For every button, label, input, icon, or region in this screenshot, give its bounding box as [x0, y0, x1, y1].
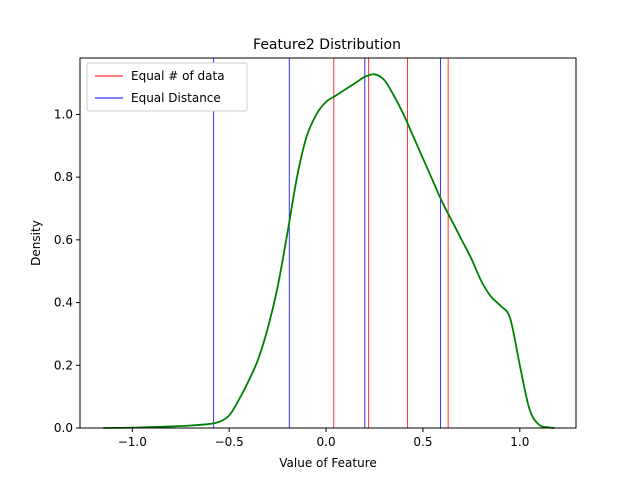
x-tick-label: −0.5 — [215, 435, 244, 449]
y-tick-label: 0.8 — [54, 170, 73, 184]
density-curve-layer — [103, 73, 555, 429]
y-tick-label: 0.4 — [54, 296, 73, 310]
y-tick-label: 0.0 — [54, 421, 73, 435]
legend: Equal # of data Equal Distance — [86, 62, 248, 112]
vertical-lines — [213, 58, 449, 428]
legend-label-equal-data: Equal # of data — [131, 69, 225, 83]
chart-title: Feature2 Distribution — [253, 37, 401, 53]
x-axis-label: Value of Feature — [279, 456, 377, 470]
legend-label-equal-distance: Equal Distance — [131, 91, 221, 105]
legend-box — [86, 62, 248, 112]
y-tick-label: 0.2 — [54, 358, 73, 372]
x-tick-label: 1.0 — [510, 435, 529, 449]
x-axis-ticks: −1.0 −0.5 0.0 0.5 1.0 — [118, 428, 529, 449]
y-axis-ticks: 0.0 0.2 0.4 0.6 0.8 1.0 — [54, 107, 80, 435]
plot-frame — [79, 57, 577, 429]
x-tick-label: 0.0 — [317, 435, 336, 449]
density-curve — [103, 73, 555, 429]
y-axis-label: Density — [29, 220, 43, 266]
y-tick-label: 1.0 — [54, 107, 73, 121]
y-tick-label: 0.6 — [54, 233, 73, 247]
x-tick-label: −1.0 — [118, 435, 147, 449]
x-tick-label: 0.5 — [413, 435, 432, 449]
